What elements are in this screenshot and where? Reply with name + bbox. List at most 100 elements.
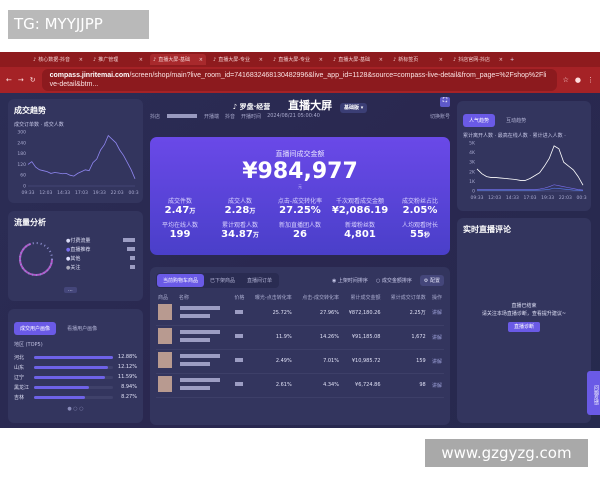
- gmv-value: ¥984,977: [242, 159, 358, 184]
- edition-select[interactable]: 基础版 ▾: [339, 103, 368, 113]
- url-path: /screen/shop/main?live_room_id=741683246…: [49, 72, 547, 88]
- column-header: 名称: [178, 295, 189, 301]
- metric-unit: 万: [252, 232, 259, 239]
- column-header: 累计成交订单数: [390, 295, 426, 301]
- page-title: 直播大屏: [288, 99, 333, 112]
- table-row: 2.61% 4.34% ¥6,724.86 98 讲解: [156, 373, 444, 398]
- close-tab-icon[interactable]: ×: [138, 56, 143, 63]
- browser-tab[interactable]: ♪ 直播大屏-专业 ×: [210, 54, 266, 65]
- product-tab[interactable]: 直播间订单: [247, 278, 273, 284]
- explain-link[interactable]: 讲解: [427, 349, 444, 374]
- tab-buyer-portrait[interactable]: 成交用户画像: [14, 322, 57, 335]
- menu-icon[interactable]: ⋮: [587, 76, 594, 84]
- back-icon[interactable]: ←: [6, 76, 12, 84]
- more-button[interactable]: ...: [64, 287, 77, 293]
- new-tab-icon[interactable]: +: [510, 56, 515, 63]
- ctr-cell: 2.49%: [246, 349, 294, 374]
- browser-tab[interactable]: ♪ 直播大屏-基础 ×: [330, 54, 386, 65]
- legend-orders[interactable]: 成交订单数: [14, 122, 40, 128]
- x-tick: 14:33: [506, 195, 519, 201]
- fullscreen-icon[interactable]: ⛶: [440, 97, 450, 107]
- cvr-cell: 4.34%: [293, 373, 341, 398]
- explain-link[interactable]: 讲解: [427, 325, 444, 350]
- browser-tab[interactable]: ♪ 核心数据-抖音 ×: [30, 54, 86, 65]
- product-tab[interactable]: 已下架商品: [210, 278, 236, 284]
- region-row: 辽宁 11.59%: [14, 372, 137, 382]
- pager-dots[interactable]: ● ○ ○: [67, 406, 84, 412]
- close-tab-icon[interactable]: ×: [258, 56, 263, 63]
- tab-popularity[interactable]: 人气趋势: [463, 114, 496, 127]
- diagnosis-hint: 请关注本场直播诊断，查看提升建议~: [481, 311, 567, 317]
- browser-tab[interactable]: ♪ 直播大屏-基础 ×: [150, 54, 206, 65]
- metric-label: 点击-成交转化率: [277, 198, 323, 205]
- orders-cell: 1,672: [382, 325, 428, 350]
- metric-label: 新加直播团人数: [278, 222, 321, 229]
- browser-tab[interactable]: ♪ 直播大屏-专业 ×: [270, 54, 326, 65]
- metric: 新增粉丝数 4,801: [330, 220, 390, 240]
- metric-value: 55: [410, 229, 424, 240]
- legend-item[interactable]: 累计离开人数: [463, 133, 494, 139]
- traffic-label: 关注: [70, 265, 81, 271]
- x-tick: 00:33: [129, 190, 139, 196]
- forward-icon[interactable]: →: [17, 76, 24, 84]
- metric-label: 平均在线人数: [161, 222, 198, 229]
- y-tick: 3K: [469, 160, 476, 166]
- metric-label: 累计观看人数: [221, 222, 258, 229]
- legend-item[interactable]: 最高在线人数: [497, 133, 528, 139]
- gmv-card: 直播间成交金额 ¥984,977 元 成交件数 2.47万 成交人数 2.28万 点击-…: [150, 137, 450, 255]
- region-row: 山东 12.12%: [14, 362, 137, 372]
- trend-chart: 0 60 120 180 240 300 09:33 12:03 14:33 17:03 19:33…: [17, 130, 141, 197]
- close-tab-icon[interactable]: ×: [318, 56, 323, 63]
- browser-tab[interactable]: ♪ 抖店官网-抖店 ×: [450, 54, 506, 65]
- star-icon[interactable]: ☆: [562, 76, 569, 84]
- y-tick: 180: [17, 151, 26, 157]
- sort-time-radio[interactable]: ◉ 上架时间排序: [331, 278, 368, 284]
- switch-account-link[interactable]: 切换账号: [429, 114, 450, 120]
- sort-amount-radio[interactable]: ○ 成交金额排序: [375, 278, 412, 284]
- cvr-cell: 27.96%: [293, 301, 341, 326]
- region-name: 辽宁: [14, 374, 25, 381]
- shop-name: 抖店: [150, 114, 161, 120]
- close-tab-icon[interactable]: ×: [438, 56, 443, 63]
- explain-link[interactable]: 讲解: [427, 373, 444, 398]
- product-tab[interactable]: 当前购物车商品: [157, 274, 205, 287]
- column-header: 操作: [431, 295, 442, 301]
- browser-tab[interactable]: ♪ 推广管理 ×: [90, 54, 146, 65]
- region-pct: 8.94%: [121, 384, 137, 390]
- product-thumbnail: [158, 352, 172, 368]
- explain-link[interactable]: 讲解: [427, 301, 444, 326]
- tab-interaction[interactable]: 互动趋势: [506, 118, 527, 124]
- diagnosis-button[interactable]: 直播诊断: [507, 322, 540, 332]
- series-line: [477, 187, 584, 191]
- browser-tab[interactable]: ♪ 新标签页 ×: [390, 54, 446, 65]
- traffic-item: ● 直播推荐: [66, 246, 136, 255]
- config-button[interactable]: ⚙ 配置: [419, 275, 444, 286]
- y-tick: 4K: [469, 150, 476, 156]
- orders-cell: 98: [382, 373, 428, 398]
- tab-favicon-icon: ♪: [153, 56, 157, 63]
- close-tab-icon[interactable]: ×: [378, 56, 383, 63]
- region-name: 河北: [14, 354, 25, 361]
- tab-label: 直播大屏-基础: [338, 57, 371, 63]
- start-label: 开播时间: [241, 114, 262, 120]
- close-tab-icon[interactable]: ×: [498, 56, 503, 63]
- profile-icon[interactable]: ●: [574, 76, 581, 84]
- feedback-button[interactable]: 问题反馈: [587, 371, 600, 415]
- traffic-panel: 流量分析 ● 付费流量 ● 直播推荐 ● 其他 ● 关注 ...: [8, 211, 143, 301]
- region-pct: 8.27%: [121, 394, 137, 400]
- reload-icon[interactable]: ↻: [29, 76, 36, 84]
- column-header: 价格: [234, 295, 245, 301]
- portrait-panel: 成交用户画像 看播用户画像 地区 (TOP5) 河北 12.88% 山东 12.12%…: [8, 309, 143, 423]
- series-line: [477, 184, 584, 191]
- traffic-label: 直播推荐: [70, 247, 91, 253]
- tab-viewer-portrait[interactable]: 看播用户画像: [67, 326, 98, 332]
- live-ended-text: 直播已结束: [511, 303, 537, 309]
- metric: 成交件数 2.47万: [150, 196, 210, 216]
- close-tab-icon[interactable]: ×: [78, 56, 83, 63]
- legend-item[interactable]: 累计进入人数: [532, 133, 563, 139]
- close-tab-icon[interactable]: ×: [198, 56, 203, 63]
- legend-buyers[interactable]: 成交人数: [43, 122, 64, 128]
- url-input[interactable]: compass.jinritemai.com/screen/shop/main?…: [41, 69, 557, 91]
- gmv-label: 直播间成交金额: [275, 150, 325, 158]
- traffic-item: ● 付费流量: [66, 237, 136, 246]
